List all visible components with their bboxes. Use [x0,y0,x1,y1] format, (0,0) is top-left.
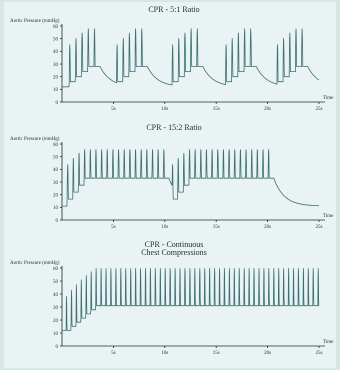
y-tick-label: 0 [56,219,59,224]
y-tick-label: 50 [53,280,59,285]
chart-title: CPR - 15:2 Ratio [146,123,201,132]
x-tick-label: 10s [161,351,168,356]
y-tick-label: 0 [56,101,59,106]
y-tick-label: 60 [53,143,59,148]
y-tick-label: 30 [53,63,59,68]
y-tick-label: 20 [53,75,59,80]
y-tick-label: 50 [53,37,59,42]
x-tick-label: 10s [161,225,168,230]
x-tick-label: 15s [213,351,220,356]
y-tick-label: 20 [53,319,59,324]
x-tick-label: 5s [111,107,116,112]
x-axis-label: Time [323,96,334,101]
y-tick-label: 40 [53,168,59,173]
charts-svg: CPR - 5:1 Ratio Aortic Pressure (mmHg) 0 10… [10,5,334,356]
x-tick-label: 25s [316,351,323,356]
y-tick-label: 40 [53,50,59,55]
x-tick-label: 10s [161,107,168,112]
aortic-pressure-trace [62,28,320,88]
y-tick-label: 30 [53,181,59,186]
y-tick-label: 10 [53,206,59,211]
y-tick-label: 60 [53,25,59,30]
x-tick-label: 25s [316,107,323,112]
x-axis-label: Time [323,340,334,345]
x-tick-label: 20s [264,225,271,230]
y-tick-label: 50 [53,155,59,160]
chart-subtitle: Chest Compressions [141,248,207,257]
x-tick-label: 15s [213,107,220,112]
x-tick-label: 20s [264,351,271,356]
y-tick-label: 10 [53,332,59,337]
x-tick-label: 15s [213,225,220,230]
y-tick-label: 10 [53,88,59,93]
cpr-aortic-pressure-figure: CPR - 5:1 Ratio Aortic Pressure (mmHg) 0 10… [4,2,336,368]
x-tick-label: 20s [264,107,271,112]
x-tick-label: 25s [316,225,323,230]
chart-title: CPR - Continuous [145,240,204,249]
y-tick-label: 0 [56,345,59,350]
y-tick-label: 40 [53,293,59,298]
aortic-pressure-trace [62,149,319,207]
y-tick-label: 20 [53,193,59,198]
x-tick-label: 5s [111,351,116,356]
y-tick-label: 60 [53,267,59,272]
aortic-pressure-trace [62,268,320,331]
y-axis-label: Aortic Pressure (mmHg) [10,137,60,142]
y-axis-label: Aortic Pressure (mmHg) [10,261,60,266]
chart-title: CPR - 5:1 Ratio [148,5,199,14]
y-axis-label: Aortic Pressure (mmHg) [10,19,60,24]
x-axis-label: Time [323,214,334,219]
x-tick-label: 5s [111,225,116,230]
y-tick-label: 30 [53,306,59,311]
